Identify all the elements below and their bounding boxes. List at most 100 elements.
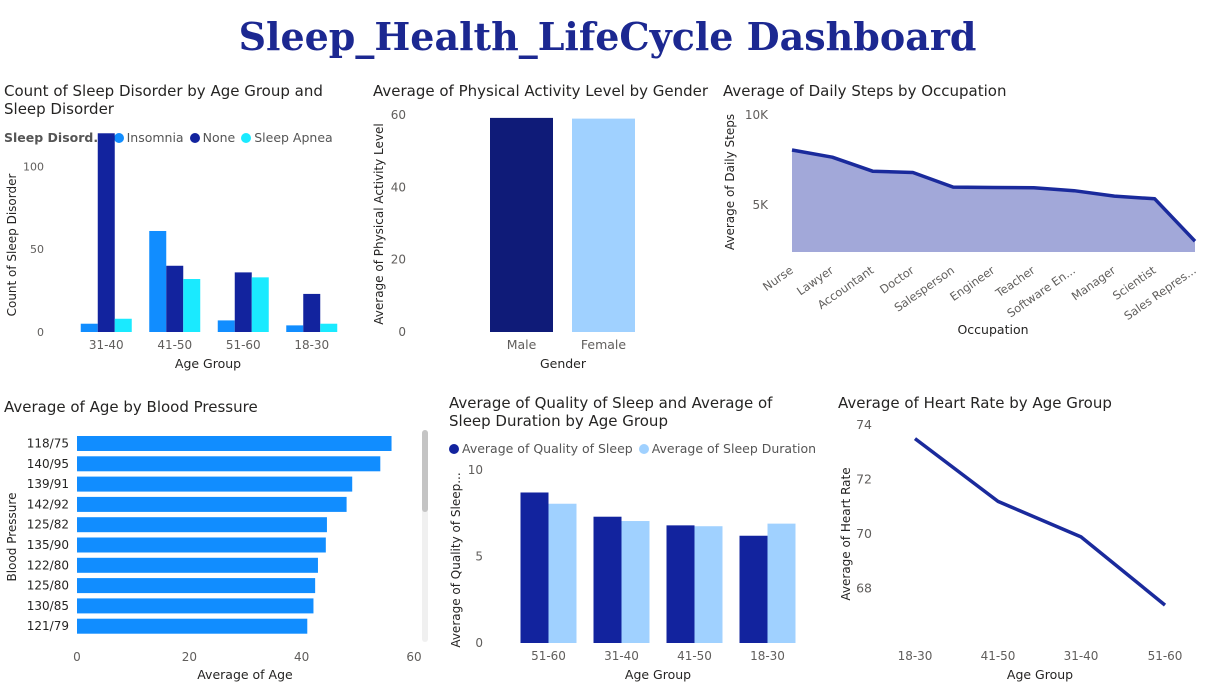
bar xyxy=(166,265,184,332)
y-tick-label: 60 xyxy=(391,108,406,122)
bar xyxy=(77,436,392,451)
bar xyxy=(77,517,327,533)
y-tick-label: 68 xyxy=(856,581,872,596)
y-tick-label: 125/80 xyxy=(27,579,69,593)
x-tick-label: 31-40 xyxy=(89,338,124,352)
bar xyxy=(621,521,650,643)
y-axis-label: Average of Physical Activity Level xyxy=(372,123,386,324)
bar xyxy=(97,133,115,332)
bar xyxy=(77,618,308,634)
legend-item-insomnia[interactable]: Insomnia xyxy=(113,130,184,145)
vertical-scrollbar[interactable] xyxy=(422,430,428,642)
y-tick-label: 40 xyxy=(391,180,406,194)
dashboard-title: Sleep_Health_LifeCycle Dashboard xyxy=(238,14,977,59)
x-axis-label: Gender xyxy=(540,356,587,371)
x-tick-label: 40 xyxy=(294,650,309,664)
bar xyxy=(77,476,353,492)
legend-item-quality[interactable]: Average of Quality of Sleep xyxy=(449,441,633,456)
x-tick-label: 31-40 xyxy=(604,649,639,663)
bar xyxy=(234,272,252,332)
x-tick-label: 31-40 xyxy=(1064,649,1099,663)
x-axis-label: Age Group xyxy=(625,667,691,682)
y-axis-label: Count of Sleep Disorder xyxy=(5,174,19,317)
x-tick-label: 18-30 xyxy=(294,338,329,352)
legend-dot xyxy=(189,132,200,143)
chart-title: Average of Age by Blood Pressure xyxy=(4,398,258,416)
series-line xyxy=(791,148,1197,243)
sleep-quality-panel: Average of Quality of Sleep and Average … xyxy=(449,394,824,684)
y-tick-label: 121/79 xyxy=(27,619,69,633)
bar xyxy=(77,557,318,573)
bar xyxy=(286,325,304,332)
y-tick-label: 122/80 xyxy=(27,558,69,572)
legend-item-duration[interactable]: Average of Sleep Duration xyxy=(638,441,817,456)
chart-legend: Sleep Disord... Insomnia None Sleep Apne… xyxy=(4,130,339,145)
bar xyxy=(77,537,326,553)
x-axis-label: Age Group xyxy=(175,356,241,371)
bar xyxy=(694,526,723,643)
scrollbar-thumb[interactable] xyxy=(422,430,428,512)
x-tick-label: 41-50 xyxy=(157,338,192,352)
x-axis-label: Average of Age xyxy=(197,667,293,682)
bar xyxy=(303,293,321,332)
x-tick-label: 0 xyxy=(73,650,81,664)
y-tick-label: 140/95 xyxy=(27,457,69,471)
legend-label: Insomnia xyxy=(126,130,184,145)
y-tick-label: 118/75 xyxy=(27,437,69,451)
y-tick-label: 50 xyxy=(30,243,44,256)
chart-title: Average of Physical Activity Level by Ge… xyxy=(373,82,709,100)
bar xyxy=(183,279,201,332)
bar xyxy=(739,535,768,643)
legend-label: Average of Sleep Duration xyxy=(651,441,817,456)
x-tick-label: 51-60 xyxy=(1148,649,1183,663)
bar xyxy=(666,525,695,643)
y-tick-label: 10 xyxy=(468,463,483,477)
y-tick-label: 70 xyxy=(856,526,872,541)
bar xyxy=(593,516,622,643)
bar xyxy=(251,277,269,332)
legend-item-none[interactable]: None xyxy=(189,130,236,145)
x-axis-label: Age Group xyxy=(1007,667,1073,682)
x-tick-label: 41-50 xyxy=(677,649,712,663)
bar xyxy=(80,323,98,332)
chart-title: Count of Sleep Disorder by Age Group and… xyxy=(4,82,323,118)
y-tick-label: 125/82 xyxy=(27,518,69,532)
series-line xyxy=(913,437,1167,607)
x-tick-label: 51-60 xyxy=(531,649,566,663)
daily-steps-panel: Average of Daily Steps by Occupation xyxy=(723,82,1203,382)
chart-title: Average of Quality of Sleep and Average … xyxy=(449,394,773,430)
y-tick-label: 130/85 xyxy=(27,599,69,613)
y-tick-label: 0 xyxy=(475,636,483,650)
legend-label: None xyxy=(202,130,236,145)
x-tick-label: 20 xyxy=(182,650,197,664)
chart-title: Average of Heart Rate by Age Group xyxy=(838,394,1112,412)
y-tick-label: 72 xyxy=(856,472,872,487)
bar xyxy=(548,503,577,643)
x-tick-label: 41-50 xyxy=(981,649,1016,663)
bar xyxy=(217,320,235,332)
x-tick-label: 18-30 xyxy=(898,649,933,663)
y-tick-label: 0 xyxy=(37,326,44,339)
legend-dot xyxy=(638,443,649,454)
bar xyxy=(767,523,796,643)
bar xyxy=(77,598,314,614)
chart-legend: Average of Quality of Sleep Average of S… xyxy=(449,441,822,456)
legend-dot xyxy=(449,443,459,454)
y-tick-label: 5K xyxy=(752,198,769,212)
x-tick-label: Male xyxy=(507,337,537,352)
y-tick-label: 142/92 xyxy=(27,497,69,511)
bar xyxy=(572,118,635,332)
y-tick-label: 100 xyxy=(23,160,44,173)
bar xyxy=(520,492,549,643)
legend-item-sleep-apnea[interactable]: Sleep Apnea xyxy=(241,130,333,145)
heart-rate-panel: Average of Heart Rate by Age Group xyxy=(838,394,1208,684)
sleep-disorder-panel: Count of Sleep Disorder by Age Group and… xyxy=(4,82,364,382)
y-tick-label: 20 xyxy=(391,253,406,267)
bar xyxy=(320,323,338,332)
bar xyxy=(490,117,553,332)
legend-label: Average of Quality of Sleep xyxy=(462,441,633,456)
bar xyxy=(149,230,167,332)
chart-title: Average of Daily Steps by Occupation xyxy=(723,82,1007,100)
y-tick-label: 135/90 xyxy=(27,538,69,552)
